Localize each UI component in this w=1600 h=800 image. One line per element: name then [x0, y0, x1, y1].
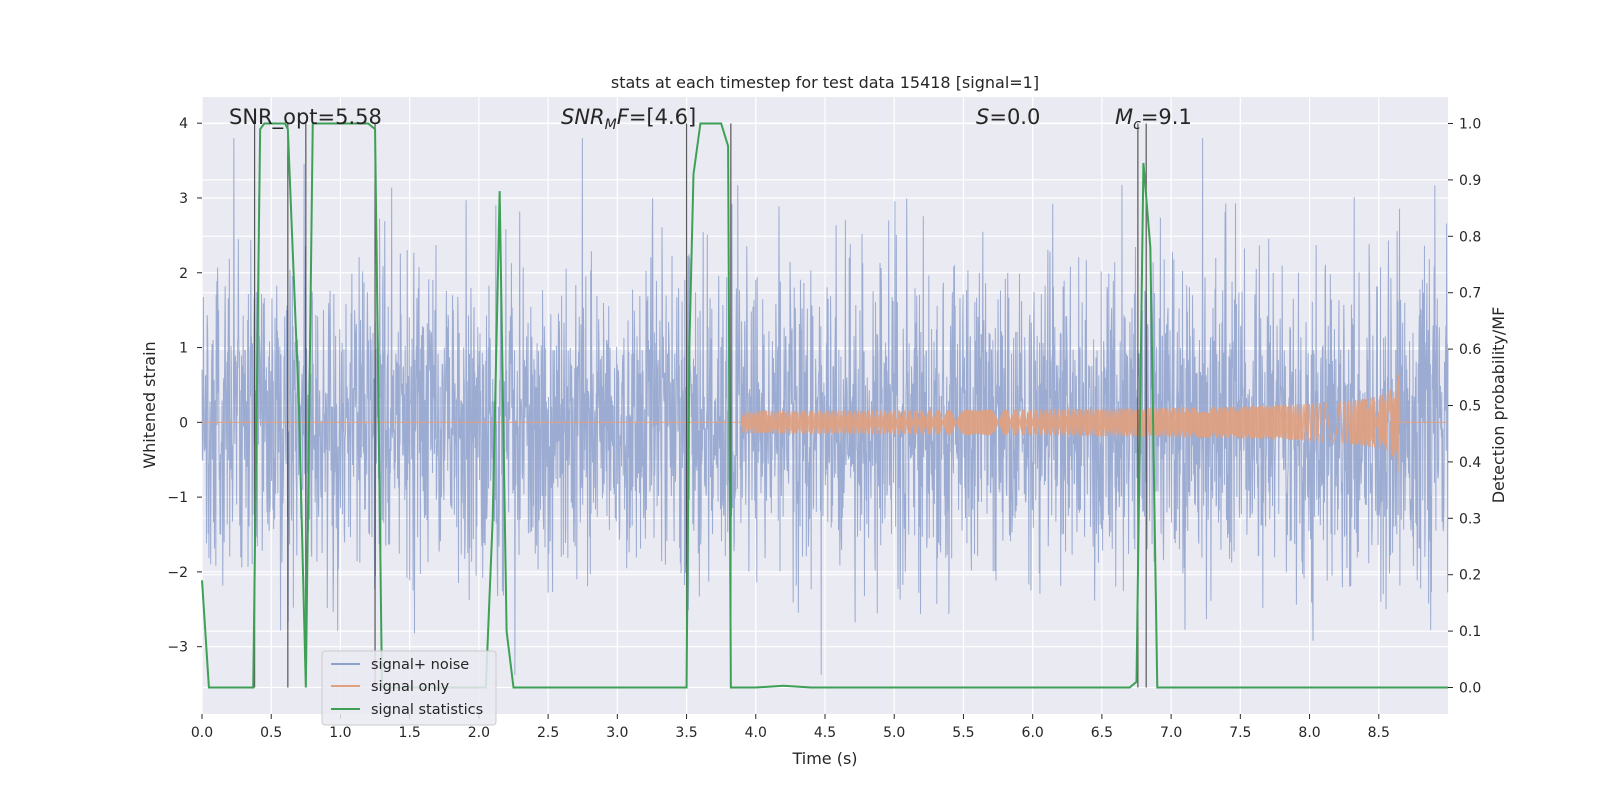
y-left-tick-label: 2	[179, 266, 188, 282]
x-tick-label: 8.5	[1368, 725, 1390, 741]
series-signal-statistics	[201, 122, 1448, 689]
x-tick-label: 6.5	[1091, 725, 1113, 741]
y-left-tick-label: −3	[167, 640, 188, 656]
y-right-tick-label: 0.0	[1459, 680, 1481, 696]
y-right-tick-label: 0.3	[1459, 511, 1481, 527]
y-right-tick-label: 0.9	[1459, 173, 1481, 189]
signal-only-line	[202, 373, 1448, 473]
y-left-tick-label: −1	[167, 490, 188, 506]
x-tick-label: 5.5	[952, 725, 974, 741]
y-right-tick-label: 0.2	[1459, 568, 1481, 584]
annotation-snr-mf: SNRMF=[4.6]	[561, 105, 696, 133]
x-tick-label: 3.5	[675, 725, 697, 741]
x-tick-label: 0.0	[191, 725, 213, 741]
x-tick-label: 4.5	[814, 725, 836, 741]
y-left-axis-label: Whitened strain	[140, 341, 159, 468]
y-right-tick-label: 0.5	[1459, 399, 1481, 415]
y-right-tick-label: 0.4	[1459, 455, 1481, 471]
y-left-tick-label: 3	[179, 191, 188, 207]
y-left-axis-ticks: −3 −2 −1 0 1 2 3 4	[167, 116, 202, 656]
legend-label-signal: signal only	[371, 679, 450, 695]
y-right-axis-label: Detection probability/MF	[1489, 307, 1508, 504]
legend-label-statistics: signal statistics	[371, 702, 483, 718]
x-tick-label: 8.0	[1298, 725, 1320, 741]
x-tick-label: 0.5	[260, 725, 282, 741]
x-tick-label: 4.0	[745, 725, 767, 741]
x-axis-label: Time (s)	[791, 749, 857, 768]
chart-title: stats at each timestep for test data 154…	[611, 73, 1039, 92]
series-signal-only	[202, 373, 1448, 473]
y-left-tick-label: 1	[179, 341, 188, 357]
y-right-axis-ticks: 0.0 0.1 0.2 0.3 0.4 0.5 0.6 0.7 0.8 0.9 1.0	[1448, 117, 1481, 696]
legend-label-noise: signal+ noise	[371, 657, 469, 673]
signal-statistics-line	[201, 122, 1448, 689]
x-tick-label: 1.5	[399, 725, 421, 741]
x-tick-label: 6.0	[1022, 725, 1044, 741]
legend: signal+ noise signal only signal statist…	[321, 650, 497, 726]
y-right-tick-label: 0.8	[1459, 229, 1481, 245]
annotation-mc: Mc=9.1	[1115, 105, 1192, 133]
x-tick-label: 5.0	[883, 725, 905, 741]
x-tick-label: 2.5	[537, 725, 559, 741]
x-tick-label: 3.0	[606, 725, 628, 741]
annotation-s: S=0.0	[976, 105, 1040, 129]
x-tick-label: 2.0	[468, 725, 490, 741]
annotation-snr-opt: SNR_opt=5.58	[229, 105, 382, 130]
y-right-tick-label: 0.7	[1459, 286, 1481, 302]
y-left-tick-label: 4	[179, 116, 188, 132]
y-right-tick-label: 0.6	[1459, 342, 1481, 358]
y-left-tick-label: 0	[179, 415, 188, 431]
y-right-tick-label: 1.0	[1459, 117, 1481, 133]
legend-box	[321, 650, 497, 726]
y-right-tick-label: 0.1	[1459, 624, 1481, 640]
x-tick-label: 7.0	[1160, 725, 1182, 741]
y-left-tick-label: −2	[167, 565, 188, 581]
x-tick-label: 1.0	[329, 725, 351, 741]
x-tick-label: 7.5	[1229, 725, 1251, 741]
x-axis-ticks: 0.0 0.5 1.0 1.5 2.0 2.5 3.0 3.5 4.0 4.5 5.0 5.5 6.0 6…	[191, 714, 1390, 741]
